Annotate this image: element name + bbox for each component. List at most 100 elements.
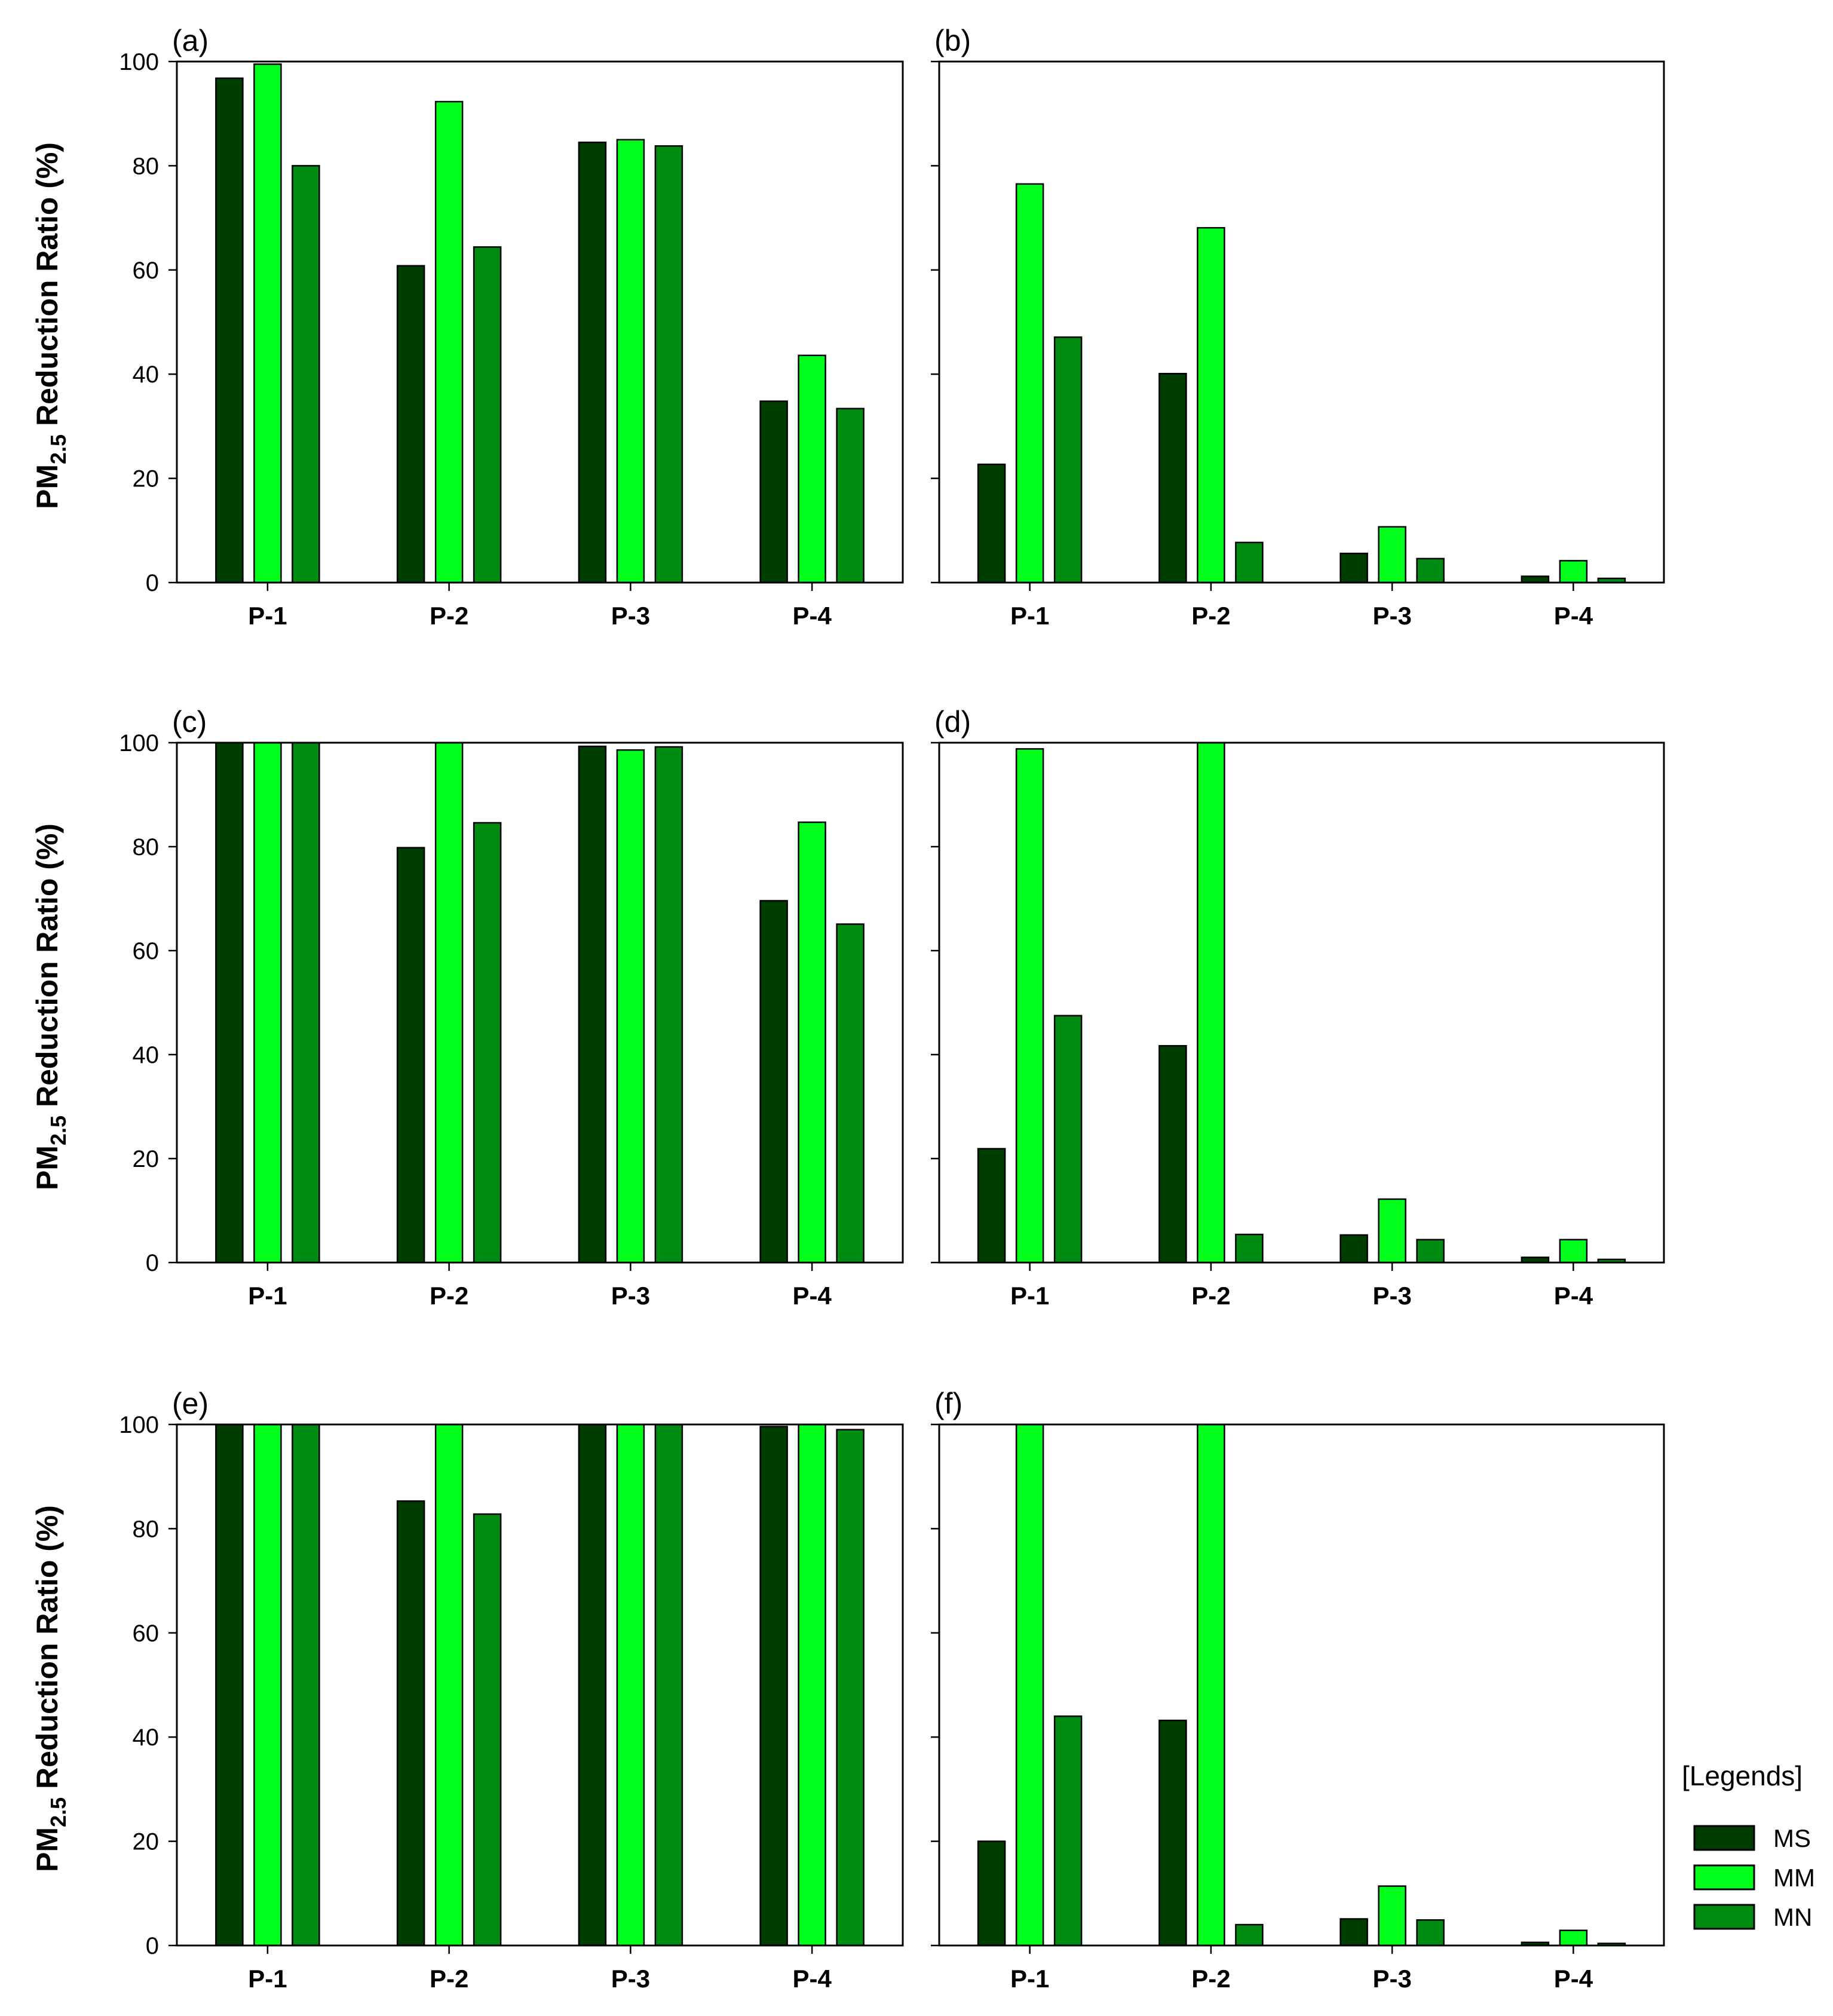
bar-d-p-3-mm	[1378, 1198, 1406, 1264]
bar-a-p-4-mn	[836, 408, 865, 584]
chart-panel-c: (c) P-1 P-2 P-3 P-4 0 20 40 60 80 100	[119, 705, 904, 1310]
bar-c-p-3-mn	[654, 746, 683, 1264]
y-tick-label-a-0: 0	[146, 570, 159, 596]
bar-a-p-3-mm	[616, 139, 645, 584]
x-tick-label-e-p-2: P-2	[430, 1965, 468, 1993]
x-tick-label-e-p-1: P-1	[248, 1965, 287, 1993]
y-tick-label-c-80: 80	[133, 834, 160, 860]
bar-c-p-4-mn	[836, 923, 865, 1264]
y-tick-label-e-0: 0	[146, 1933, 159, 1959]
plot-frame-a	[176, 60, 904, 584]
bar-e-p-3-mn	[654, 1423, 683, 1947]
bar-e-p-2-ms	[396, 1500, 425, 1947]
legend-swatch-mm	[1693, 1864, 1755, 1891]
legend-label-ms: MS	[1773, 1824, 1811, 1852]
bar-f-p-4-mm	[1559, 1929, 1588, 1947]
bar-b-p-1-mn	[1053, 336, 1083, 584]
bar-b-p-1-ms	[977, 463, 1006, 584]
x-tick-label-c-p-1: P-1	[248, 1282, 287, 1310]
bar-c-p-2-mm	[434, 742, 464, 1264]
x-tick-label-a-p-3: P-3	[611, 602, 650, 630]
x-tick-label-f-p-4: P-4	[1554, 1965, 1593, 1993]
bar-c-p-4-mm	[798, 821, 826, 1264]
legend: [Legends] MS MM MN	[1682, 1760, 1815, 1931]
y-axis-label-row3: PM2.5 Reduction Ratio (%)	[30, 1505, 70, 1872]
bar-e-p-4-mn	[836, 1429, 865, 1947]
panel-label-d: (d)	[934, 705, 971, 739]
x-tick-label-a-p-4: P-4	[792, 602, 832, 630]
x-tick-label-d-p-4: P-4	[1554, 1282, 1593, 1310]
x-tick-label-b-p-3: P-3	[1372, 602, 1411, 630]
chart-panel-b: (b) P-1 P-2 P-3 P-4	[931, 24, 1665, 630]
bar-c-p-3-mm	[616, 749, 645, 1264]
x-tick-label-f-p-1: P-1	[1010, 1965, 1049, 1993]
y-tick-label-c-100: 100	[119, 730, 159, 756]
bar-c-p-4-ms	[759, 900, 788, 1264]
x-tick-label-d-p-1: P-1	[1010, 1282, 1049, 1310]
bar-d-p-3-mn	[1416, 1239, 1445, 1264]
bar-d-p-1-mn	[1053, 1015, 1083, 1264]
x-tick-label-c-p-3: P-3	[611, 1282, 650, 1310]
y-tick-label-e-40: 40	[133, 1724, 160, 1751]
bar-e-p-2-mm	[434, 1423, 464, 1947]
chart-panel-d: (d) P-1 P-2 P-3 P-4	[931, 705, 1665, 1310]
chart-panel-f: (f) P-1 P-2 P-3 P-4	[931, 1387, 1665, 1993]
bar-d-p-2-mn	[1235, 1233, 1264, 1264]
x-tick-label-a-p-1: P-1	[248, 602, 287, 630]
bar-f-p-3-ms	[1340, 1918, 1368, 1947]
y-axis-label-row2: PM2.5 Reduction Ratio (%)	[30, 823, 70, 1190]
bar-b-p-2-mn	[1235, 541, 1264, 584]
bar-d-p-1-ms	[977, 1148, 1006, 1264]
x-tick-label-e-p-4: P-4	[792, 1965, 832, 1993]
bar-f-p-2-mn	[1235, 1923, 1264, 1947]
x-tick-label-d-p-2: P-2	[1191, 1282, 1230, 1310]
y-tick-label-e-20: 20	[133, 1829, 160, 1855]
y-tick-label-c-40: 40	[133, 1042, 160, 1068]
bar-b-p-3-ms	[1340, 552, 1368, 584]
bar-d-p-3-ms	[1340, 1234, 1368, 1264]
x-tick-label-e-p-3: P-3	[611, 1965, 650, 1993]
legend-label-mm: MM	[1773, 1864, 1815, 1892]
bar-c-p-2-ms	[396, 847, 425, 1264]
legend-title: [Legends]	[1682, 1760, 1803, 1791]
x-tick-label-b-p-2: P-2	[1191, 602, 1230, 630]
y-tick-label-a-60: 60	[133, 258, 160, 284]
bar-b-p-2-mm	[1197, 226, 1225, 584]
x-tick-label-f-p-2: P-2	[1191, 1965, 1230, 1993]
y-tick-label-e-100: 100	[119, 1412, 159, 1438]
panel-label-b: (b)	[934, 24, 971, 57]
panel-label-c: (c)	[172, 705, 207, 739]
y-axis-label-row1: PM2.5 Reduction Ratio (%)	[30, 142, 70, 509]
y-axis-labels: PM2.5 Reduction Ratio (%) PM2.5 Reductio…	[30, 142, 70, 1872]
bar-b-p-3-mn	[1416, 557, 1445, 584]
x-tick-label-c-p-2: P-2	[430, 1282, 468, 1310]
y-tick-label-a-80: 80	[133, 153, 160, 179]
bar-c-p-2-mn	[473, 822, 502, 1264]
bar-a-p-3-mn	[654, 145, 683, 584]
bar-a-p-4-ms	[759, 400, 788, 584]
panel-label-f: (f)	[934, 1387, 963, 1420]
bar-c-p-1-mn	[292, 742, 320, 1264]
bar-e-p-1-mn	[292, 1423, 320, 1947]
bar-f-p-1-mm	[1015, 1423, 1044, 1947]
bar-b-p-4-mm	[1559, 560, 1588, 584]
bar-d-p-4-mm	[1559, 1239, 1588, 1264]
bar-c-p-1-mm	[253, 742, 282, 1264]
bar-f-p-1-ms	[977, 1840, 1006, 1947]
bar-c-p-3-ms	[578, 745, 607, 1264]
bar-b-p-4-ms	[1521, 575, 1550, 584]
x-tick-label-f-p-3: P-3	[1372, 1965, 1411, 1993]
bar-e-p-1-ms	[215, 1423, 244, 1947]
plot-frame-b	[938, 60, 1665, 584]
bar-a-p-2-mm	[434, 100, 464, 584]
legend-label-mn: MN	[1773, 1903, 1812, 1931]
bar-e-p-4-ms	[759, 1426, 788, 1947]
legend-swatch-mn	[1693, 1904, 1755, 1930]
x-tick-label-b-p-4: P-4	[1554, 602, 1593, 630]
y-tick-label-c-20: 20	[133, 1146, 160, 1172]
bar-b-p-3-mm	[1378, 526, 1406, 584]
x-tick-label-a-p-2: P-2	[430, 602, 468, 630]
chart-panel-e: (e) P-1 P-2 P-3 P-4 0 20 40 60 80 100	[119, 1387, 904, 1993]
y-tick-label-a-40: 40	[133, 361, 160, 388]
